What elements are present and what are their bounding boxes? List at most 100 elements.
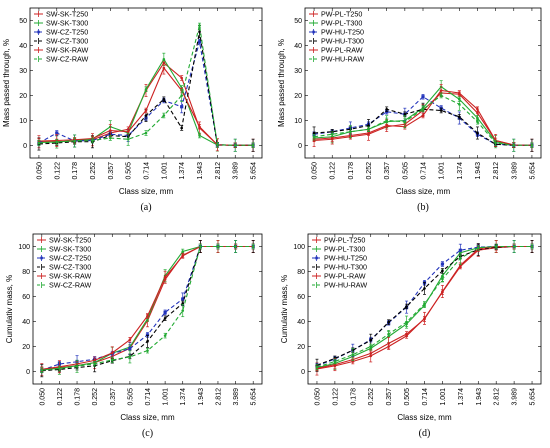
legend-swatch-marker bbox=[315, 256, 318, 260]
data-point bbox=[512, 143, 516, 147]
data-point bbox=[181, 302, 185, 305]
legend-label: PW-HU-T300 bbox=[324, 263, 367, 272]
x-tick-label: 3.989 bbox=[511, 162, 518, 180]
legend-swatch-marker bbox=[37, 30, 40, 34]
legend-label: PW-PL-T300 bbox=[324, 245, 365, 254]
data-point bbox=[405, 305, 408, 308]
data-point bbox=[458, 115, 461, 119]
data-point bbox=[163, 316, 167, 320]
x-tick-label: 1.374 bbox=[179, 162, 186, 180]
data-point bbox=[180, 105, 184, 109]
data-point bbox=[163, 310, 167, 314]
legend-label: SW-SK-T250 bbox=[49, 236, 91, 245]
data-point bbox=[476, 107, 479, 111]
legend-swatch-marker bbox=[312, 30, 315, 34]
chart-panel-b: 0 10 20 30 40 50 0.050 0.122 0.178 0.252 0.357 0.50… bbox=[277, 7, 542, 213]
data-point bbox=[351, 353, 355, 356]
data-point bbox=[439, 94, 443, 97]
data-point bbox=[110, 351, 114, 355]
y-tick-label: 0 bbox=[298, 143, 302, 150]
data-point bbox=[37, 141, 41, 145]
legend-label: PW-HU-RAW bbox=[321, 55, 364, 64]
x-tick-label: 1.001 bbox=[440, 388, 447, 406]
data-point bbox=[494, 141, 497, 145]
legend-label: SW-SK-RAW bbox=[46, 46, 89, 55]
y-tick-label: 40 bbox=[294, 43, 302, 50]
data-point bbox=[387, 342, 390, 345]
legend-label: SW-SK-RAW bbox=[49, 272, 92, 281]
data-point bbox=[476, 111, 479, 115]
data-point bbox=[423, 317, 426, 321]
legend-label: PW-PL-T250 bbox=[321, 10, 362, 19]
chart-panel-c: 0 20 40 60 80 100 0.050 0.122 0.178 0.252 0.357 0.5… bbox=[5, 233, 263, 439]
data-point bbox=[145, 333, 150, 337]
legend-item: SW-CZ-T300 bbox=[34, 37, 88, 46]
data-point bbox=[180, 126, 183, 130]
legend-label: PW-HU-T250 bbox=[321, 28, 364, 37]
data-point bbox=[512, 245, 516, 248]
data-point bbox=[367, 127, 370, 131]
x-tick-label: 1.001 bbox=[163, 388, 170, 406]
data-point bbox=[476, 120, 479, 124]
y-tick-label: 100 bbox=[293, 244, 305, 251]
data-point bbox=[458, 91, 461, 95]
x-tick-label: 2.812 bbox=[494, 388, 501, 406]
data-point bbox=[144, 109, 148, 112]
data-point bbox=[128, 355, 132, 359]
legend-item: SW-CZ-T250 bbox=[34, 28, 88, 37]
x-tick-label: 0.252 bbox=[90, 162, 97, 180]
legend-item: SW-CZ-T250 bbox=[37, 254, 91, 263]
data-point bbox=[315, 365, 319, 369]
data-point bbox=[333, 360, 337, 363]
x-tick-label: 0.714 bbox=[422, 388, 429, 406]
data-point bbox=[403, 112, 407, 116]
x-tick-label: 1.943 bbox=[476, 388, 483, 406]
y-tick-label: 80 bbox=[22, 269, 30, 276]
x-tick-label: 1.943 bbox=[198, 388, 205, 406]
legend-item: SW-SK-RAW bbox=[37, 272, 92, 281]
data-point bbox=[441, 290, 444, 293]
data-point bbox=[494, 245, 498, 248]
y-tick-label: 30 bbox=[294, 68, 302, 75]
data-point bbox=[109, 129, 112, 132]
data-point bbox=[459, 257, 462, 260]
data-point bbox=[58, 367, 61, 370]
legend-label: PW-PL-T300 bbox=[321, 19, 362, 28]
data-point bbox=[162, 114, 166, 117]
legend-item: SW-SK-T300 bbox=[34, 19, 88, 28]
legend-label: PW-HU-T300 bbox=[321, 37, 364, 46]
y-tick-label: 10 bbox=[294, 118, 302, 125]
x-tick-label: 0.357 bbox=[110, 388, 117, 406]
x-tick-label: 5.654 bbox=[251, 162, 258, 180]
x-tick-label: 0.252 bbox=[92, 388, 99, 406]
data-point bbox=[180, 94, 183, 97]
panel-caption: (b) bbox=[417, 202, 429, 213]
data-point bbox=[530, 143, 534, 147]
x-tick-label: 0.505 bbox=[127, 388, 134, 406]
data-point bbox=[423, 287, 426, 290]
y-tick-label: 100 bbox=[18, 244, 30, 251]
data-point bbox=[385, 107, 388, 111]
x-tick-label: 0.357 bbox=[384, 162, 391, 180]
data-point bbox=[369, 338, 373, 342]
legend-label: SW-SK-T300 bbox=[49, 245, 91, 254]
legend-label: PW-PL-RAW bbox=[321, 46, 363, 55]
data-point bbox=[403, 120, 407, 124]
data-point bbox=[91, 139, 94, 142]
y-tick-label: 10 bbox=[19, 118, 27, 125]
data-point bbox=[55, 140, 59, 144]
x-tick-label: 2.812 bbox=[215, 162, 222, 180]
x-tick-label: 1.374 bbox=[457, 162, 464, 180]
legend-label: SW-CZ-RAW bbox=[46, 55, 89, 64]
data-point bbox=[198, 24, 201, 27]
x-tick-label: 0.050 bbox=[39, 388, 46, 406]
data-point bbox=[251, 245, 255, 248]
data-point bbox=[385, 119, 388, 122]
x-axis-label: Class size, mm bbox=[397, 413, 452, 422]
legend-item: PW-PL-T300 bbox=[312, 245, 365, 254]
data-point bbox=[181, 297, 185, 301]
x-tick-label: 0.178 bbox=[348, 162, 355, 180]
x-tick-label: 0.178 bbox=[72, 162, 79, 180]
data-point bbox=[441, 277, 444, 281]
data-point bbox=[162, 66, 166, 70]
